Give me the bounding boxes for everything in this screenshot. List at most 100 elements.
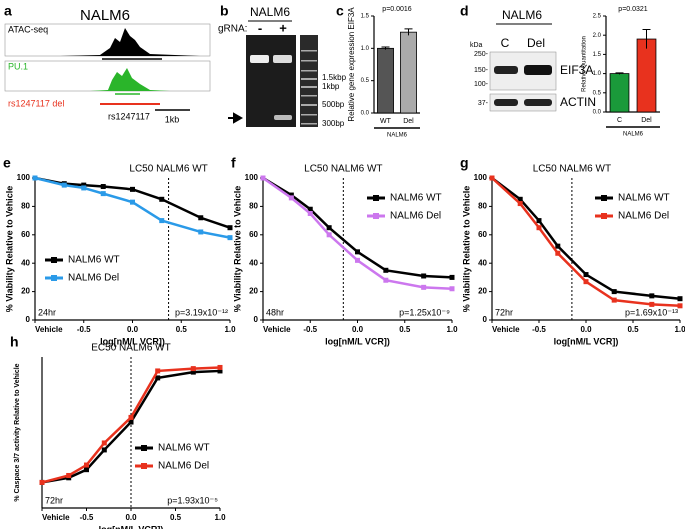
data-point: [217, 364, 223, 370]
y-axis-label: % Viability Relative to Vehicle: [232, 186, 242, 312]
time-label: 24hr: [38, 307, 56, 317]
chart-title: EC50 NALM6 WT: [91, 343, 170, 354]
ladder-bands: [301, 50, 317, 125]
y-tick-label: 40: [478, 258, 487, 267]
snp-label: rs1247117: [108, 111, 150, 121]
error-bar: [381, 46, 390, 50]
data-point: [449, 286, 455, 292]
track-box: [4, 60, 211, 92]
data-point: [583, 272, 589, 278]
data-point: [555, 250, 561, 256]
data-point: [101, 440, 107, 446]
data-point: [101, 447, 107, 453]
chart-title: LC50 NALM6 WT: [533, 164, 611, 175]
y-tick-label: 0.5: [361, 78, 370, 84]
data-point: [383, 277, 389, 283]
y-tick-label: 20: [478, 287, 487, 296]
y-axis-label: % Caspace 3/7 activity Relative to Vehic…: [14, 363, 21, 501]
data-point: [517, 196, 523, 202]
time-label: 72hr: [495, 307, 513, 317]
y-tick-label: 100: [474, 173, 488, 182]
data-point: [39, 479, 45, 485]
y-tick-label: 80: [478, 202, 487, 211]
panel-b: b NALM6 gRNA: - + 1.5kbp 1kbp 500bp 300b…: [218, 3, 347, 128]
data-point: [611, 289, 617, 295]
x-tick-label: 0.5: [176, 325, 188, 334]
y-axis-label: % Viability Relative to Vehicle: [461, 186, 471, 312]
annotation: p=0.0016: [382, 6, 411, 13]
x-axis-label: log[nM/L VCR]): [325, 336, 390, 346]
y-axis-label: % Viability Relative to Vehicle: [4, 186, 14, 312]
error-bar: [642, 28, 651, 49]
p-value: p=1.93x10⁻⁵: [167, 495, 218, 505]
x-tick-label: 0.0: [125, 513, 137, 522]
gel-band: [273, 55, 292, 63]
legend-marker: [141, 463, 147, 469]
series-line: [262, 176, 453, 279]
panel-letter: g: [460, 155, 469, 171]
data-point: [128, 414, 134, 420]
atac-peak: [60, 28, 200, 56]
y-tick-label: 80: [249, 202, 258, 211]
lane-label: Del: [527, 36, 545, 50]
panel-title: NALM6: [250, 5, 290, 19]
legend-label: NALM6 WT: [158, 443, 210, 454]
panel-letter: e: [3, 155, 11, 171]
blot-band: [494, 99, 518, 106]
y-tick-label: 100: [17, 173, 31, 182]
panel-letter: f: [231, 155, 236, 171]
data-point: [383, 267, 389, 273]
x-tick-label: 0.5: [627, 325, 639, 334]
y-tick-label: 0: [26, 315, 31, 324]
data-point: [155, 368, 161, 374]
gel: [246, 35, 296, 127]
y-tick-label: 0.0: [361, 111, 370, 117]
marker-label: 100-: [474, 81, 489, 88]
y-tick-label: 60: [21, 230, 30, 239]
y-tick-label: 20: [21, 287, 30, 296]
series-line: [491, 177, 681, 300]
panel-letter: c: [336, 3, 344, 19]
time-label: 48hr: [266, 307, 284, 317]
arrow: [228, 112, 244, 124]
chart-title: LC50 NALM6 WT: [304, 164, 382, 175]
error-bar: [615, 72, 624, 75]
x-tick-label: Vehicle: [263, 325, 291, 334]
y-tick-label: 2.0: [593, 33, 602, 39]
data-point: [355, 257, 360, 263]
marker-label: 150-: [474, 67, 489, 74]
x-tick-label: -0.5: [532, 325, 546, 334]
data-point: [155, 375, 161, 381]
ladder-label: 1kbp: [322, 82, 340, 91]
panel-letter: h: [10, 334, 19, 350]
x-tick-label: -0.5: [303, 325, 317, 334]
data-point: [677, 296, 683, 302]
lane-label: -: [258, 20, 262, 35]
data-point: [130, 199, 135, 205]
data-point: [81, 182, 87, 188]
bar: [400, 31, 417, 114]
panel-title: NALM6: [502, 8, 542, 22]
data-point: [159, 196, 165, 202]
blot: [489, 93, 557, 112]
x-tick-label: Vehicle: [492, 325, 520, 334]
x-tick-label: Vehicle: [42, 513, 70, 522]
data-point: [649, 293, 655, 299]
error-bar: [404, 28, 413, 36]
legend-marker: [373, 213, 379, 219]
y-axis-label: Relative Quantitation: [582, 36, 588, 92]
data-point: [227, 225, 233, 231]
data-point: [489, 175, 495, 181]
lane-label: C: [501, 36, 510, 50]
y-tick-label: 60: [478, 230, 487, 239]
data-point: [100, 191, 106, 197]
ladder-label: 500bp: [322, 100, 345, 109]
data-point: [190, 369, 196, 375]
x-axis-label: log[nM/L VCR]): [554, 336, 619, 346]
y-tick-label: 60: [249, 230, 258, 239]
legend-marker: [141, 445, 147, 451]
data-point: [81, 185, 87, 191]
ladder-label: 1.5kbp: [322, 73, 347, 82]
y-axis-label: Relative gene expression EIF3A: [347, 7, 356, 122]
legend-label: NALM6 WT: [68, 255, 120, 266]
